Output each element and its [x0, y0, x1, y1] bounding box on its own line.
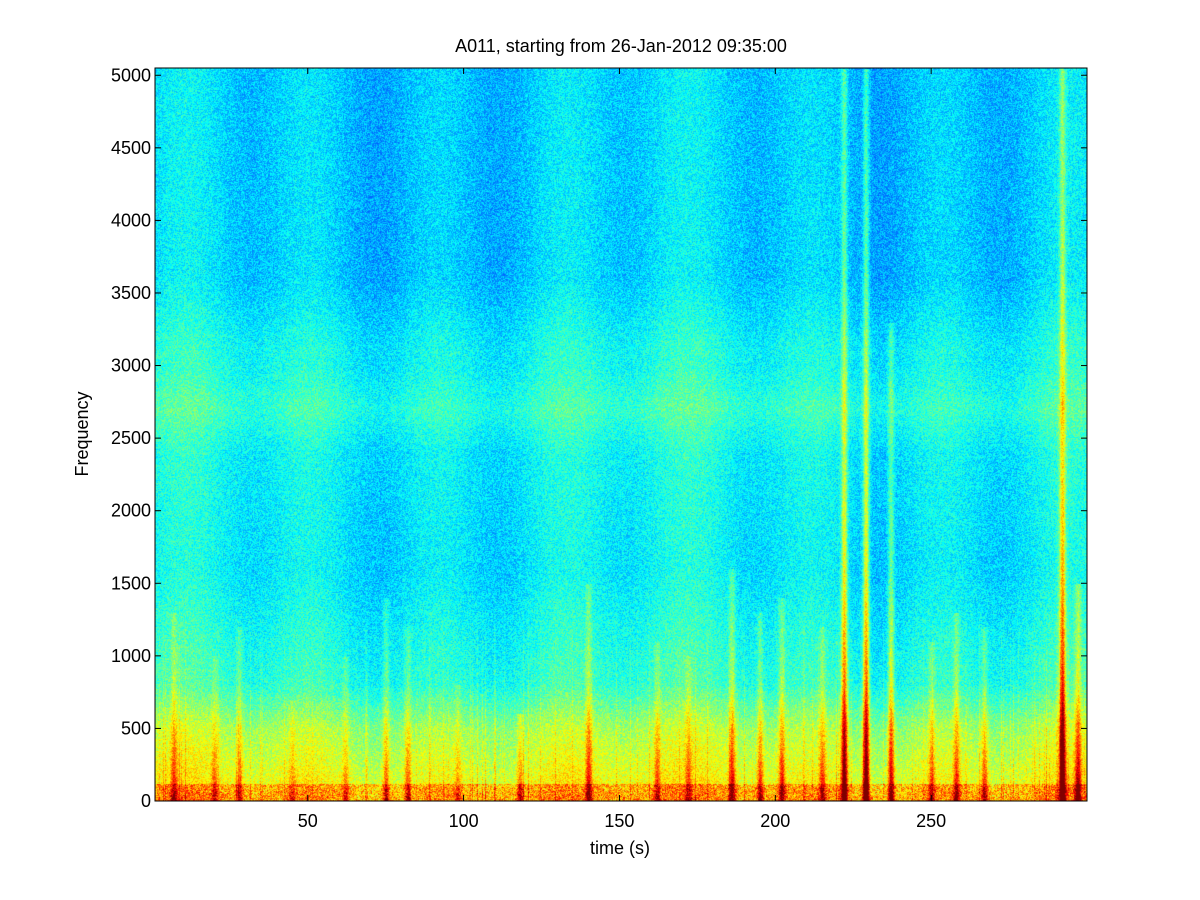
y-tick-label: 3500: [111, 283, 151, 303]
spectrogram-plot-area: [155, 68, 1087, 801]
axes-frame: [154, 67, 1088, 802]
chart-title: A011, starting from 26-Jan-2012 09:35:00: [455, 36, 787, 56]
x-tick-label: 200: [760, 811, 790, 831]
x-tick-label: 50: [298, 811, 318, 831]
y-tick-label: 2000: [111, 501, 151, 521]
y-tick-label: 4500: [111, 138, 151, 158]
y-axis-ticks: 0 500 1000 1500 2000 2500 3000 3500 4000 4500 5000: [111, 65, 1087, 811]
x-tick-label: 150: [604, 811, 634, 831]
x-axis-ticks: 50 100 150 200 250: [298, 68, 946, 831]
x-tick-label: 100: [449, 811, 479, 831]
y-tick-label: 3000: [111, 356, 151, 376]
y-tick-label: 4000: [111, 210, 151, 230]
y-axis-label: Frequency: [72, 391, 92, 476]
y-tick-label: 1000: [111, 646, 151, 666]
y-tick-label: 500: [121, 718, 151, 738]
y-tick-label: 2500: [111, 428, 151, 448]
y-tick-label: 5000: [111, 65, 151, 85]
y-tick-label: 0: [141, 791, 151, 811]
x-axis-label: time (s): [590, 838, 650, 858]
y-tick-label: 1500: [111, 573, 151, 593]
x-tick-label: 250: [916, 811, 946, 831]
spectrogram-heatmap: [155, 68, 1087, 801]
